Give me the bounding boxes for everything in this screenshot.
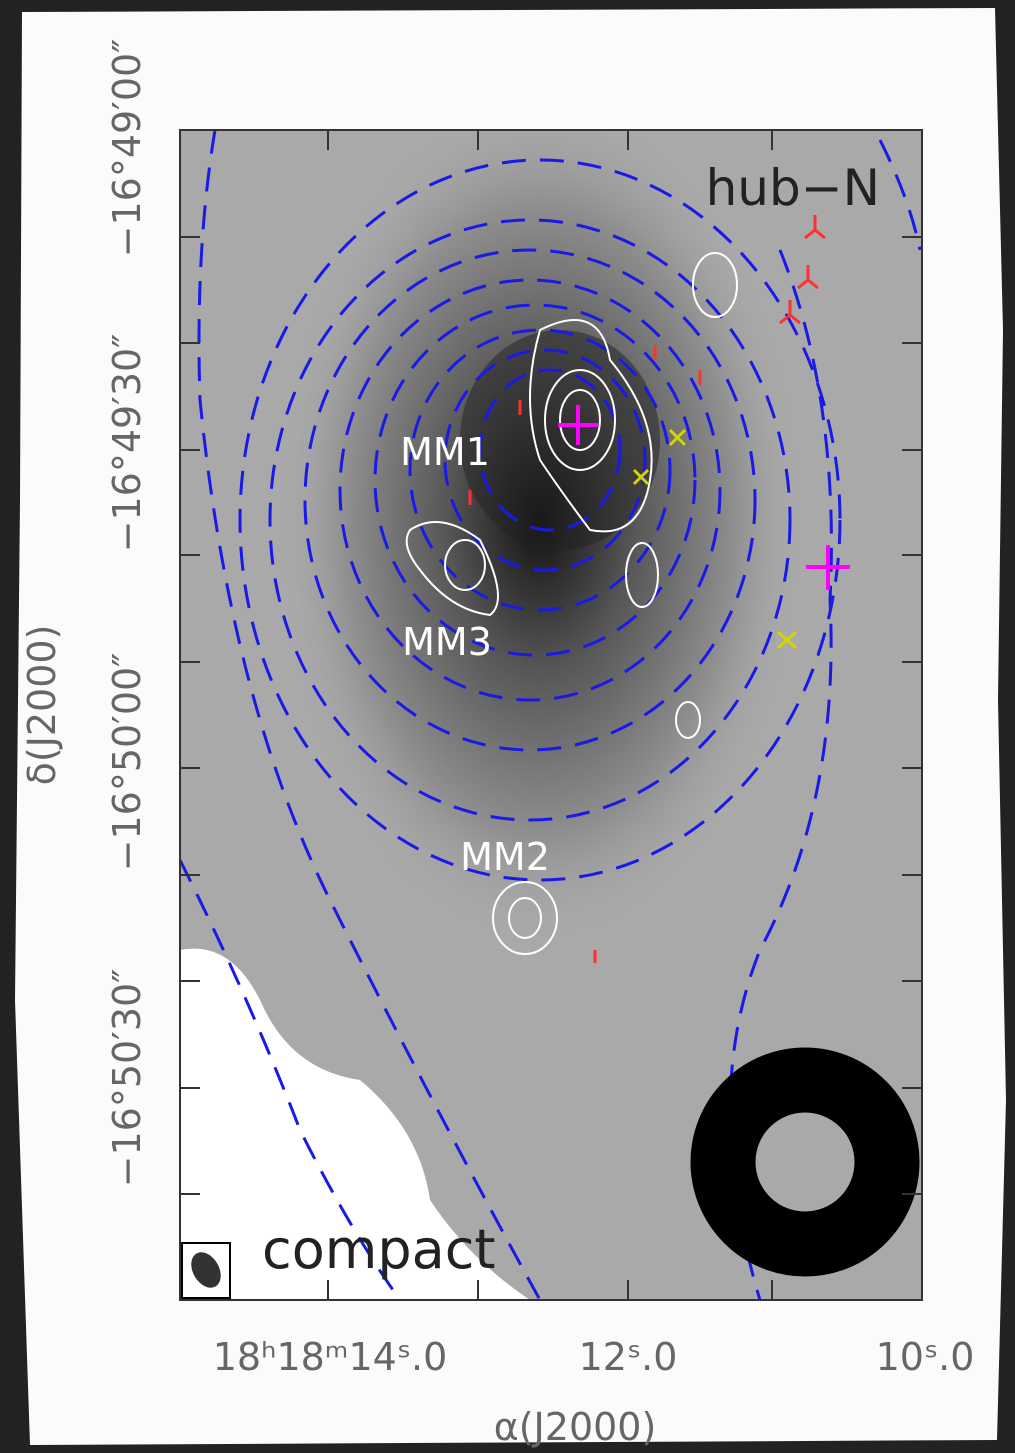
source-label: MM1 — [400, 430, 490, 474]
x-tick-label: 10ˢ.0 — [876, 1335, 975, 1379]
panel-title: hub−N — [706, 159, 880, 217]
x-tick-label: 12ˢ.0 — [579, 1335, 678, 1379]
figure: hub−N MM1 MM3 MM2 compact 18ʰ18ᵐ14ˢ.0 12… — [0, 0, 1015, 1453]
y-tick-label: −16°49′30″ — [105, 334, 149, 553]
source-label: MM2 — [460, 835, 550, 879]
y-axis-title: δ(J2000) — [20, 625, 64, 786]
source-label: MM3 — [402, 620, 492, 664]
y-tick-label: −16°50′30″ — [105, 969, 149, 1188]
y-tick-label: −16°50′00″ — [105, 653, 149, 872]
x-tick-label: 18ʰ18ᵐ14ˢ.0 — [213, 1335, 448, 1379]
x-axis-title: α(J2000) — [494, 1405, 657, 1449]
image — [180, 100, 922, 1300]
y-tick-label: −16°49′00″ — [105, 39, 149, 258]
page: hub−N MM1 MM3 MM2 compact 18ʰ18ᵐ14ˢ.0 12… — [0, 0, 1015, 1453]
beam-label: compact — [262, 1218, 496, 1281]
